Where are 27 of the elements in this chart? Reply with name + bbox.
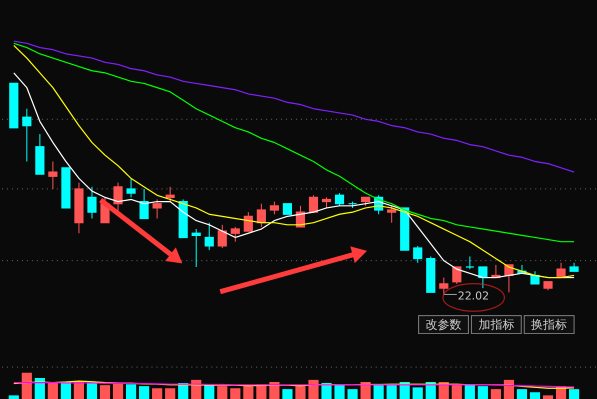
- candlestick: [113, 182, 123, 213]
- candlestick: [48, 160, 58, 190]
- candlestick: [230, 226, 240, 242]
- candlestick: [465, 256, 474, 270]
- candlestick: [87, 186, 97, 219]
- candlestick: [152, 198, 162, 219]
- candlestick: [140, 188, 149, 220]
- candlestick: [282, 203, 292, 215]
- text: 改参数: [426, 318, 462, 332]
- candlestick: [413, 245, 422, 264]
- candlestick: [439, 277, 448, 295]
- candlestick: [334, 192, 344, 206]
- candlestick: [166, 186, 175, 202]
- annotation: 22.02: [458, 289, 490, 302]
- candlestick: [256, 203, 266, 228]
- candlestick: [322, 196, 332, 208]
- candlestick: [204, 222, 214, 251]
- candlestick: [270, 201, 279, 215]
- candlestick: [308, 194, 318, 213]
- candlestick: [387, 205, 396, 224]
- candlestick: [126, 178, 136, 198]
- candlestick: [192, 228, 201, 268]
- candlestick: [218, 224, 227, 249]
- text: 加指标: [478, 318, 514, 332]
- candlestick: [22, 108, 32, 162]
- candlestick: [452, 266, 462, 284]
- text: 换指标: [531, 318, 568, 332]
